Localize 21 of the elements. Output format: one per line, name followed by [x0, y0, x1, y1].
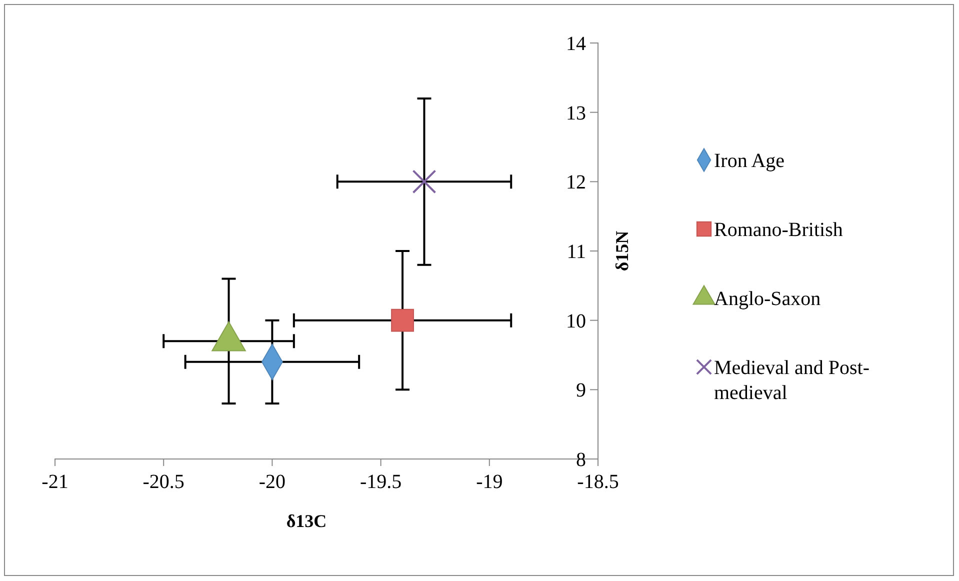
x-tick-label: -18.5 — [577, 471, 619, 494]
legend-label: Iron Age — [714, 150, 785, 172]
y-tick-label: 14 — [566, 33, 586, 55]
legend-label: Romano-British — [714, 219, 843, 241]
x-tick-label: -19.5 — [360, 471, 402, 494]
x-axis-title: δ13C — [286, 511, 327, 531]
legend-label: Medieval and Post-medieval — [714, 357, 870, 404]
y-tick-label: 13 — [566, 102, 586, 124]
point — [391, 308, 414, 332]
x-tick-label: -20 — [258, 471, 286, 494]
x-tick-label: -19 — [476, 471, 503, 494]
y-tick-label: 8 — [576, 449, 586, 471]
y-tick-label: 12 — [566, 172, 586, 194]
x-tick-label: -21 — [42, 471, 68, 494]
y-tick-label: 10 — [566, 310, 586, 332]
x-tick-label: -20.5 — [142, 471, 184, 494]
point — [412, 170, 436, 194]
y-tick-label: 11 — [566, 241, 586, 263]
y-axis-title: δ15N — [612, 230, 632, 272]
legend-label: Anglo-Saxon — [714, 288, 821, 310]
y-tick-label: 9 — [576, 380, 586, 402]
